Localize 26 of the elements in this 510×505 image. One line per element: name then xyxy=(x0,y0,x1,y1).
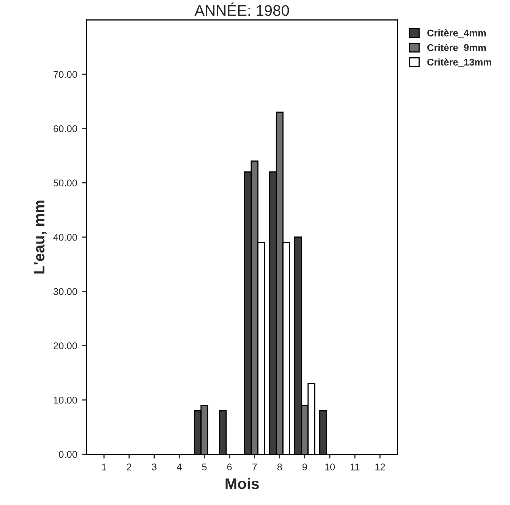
x-tick-label: 8 xyxy=(278,464,282,471)
y-tick-label: 20.00 xyxy=(54,342,78,350)
legend-label: Critère_4mm xyxy=(428,30,486,38)
x-tick-label: 3 xyxy=(152,464,157,471)
x-tick-label: 9 xyxy=(302,464,308,471)
y-tick-label: 40.00 xyxy=(54,234,78,241)
y-tick-label: 60.00 xyxy=(54,126,78,132)
x-tick-label: 2 xyxy=(127,464,132,471)
y-tick-label: 10.00 xyxy=(54,396,78,404)
x-tick-label: 12 xyxy=(376,464,386,471)
y-tick-label: 50.00 xyxy=(54,180,78,187)
chart-title: ANNÉE: 1980 xyxy=(194,2,290,16)
x-tick-label: 11 xyxy=(350,464,360,471)
x-axis-title: Mois xyxy=(226,478,260,490)
y-tick-label: 70.00 xyxy=(54,71,78,78)
legend-label: Critère_13mm xyxy=(428,58,492,67)
x-tick-label: 1 xyxy=(102,464,106,471)
x-tick-label: 5 xyxy=(202,464,207,471)
x-tick-label: 6 xyxy=(227,464,232,471)
y-tick-label: 30.00 xyxy=(54,288,78,296)
y-tick-label: 0.00 xyxy=(59,451,78,458)
y-axis-title: L'eau, mm xyxy=(34,200,47,274)
x-tick-label: 7 xyxy=(252,464,258,471)
legend-label: Critère_9mm xyxy=(428,44,486,52)
x-tick-label: 10 xyxy=(325,464,336,471)
x-tick-label: 4 xyxy=(177,464,182,471)
